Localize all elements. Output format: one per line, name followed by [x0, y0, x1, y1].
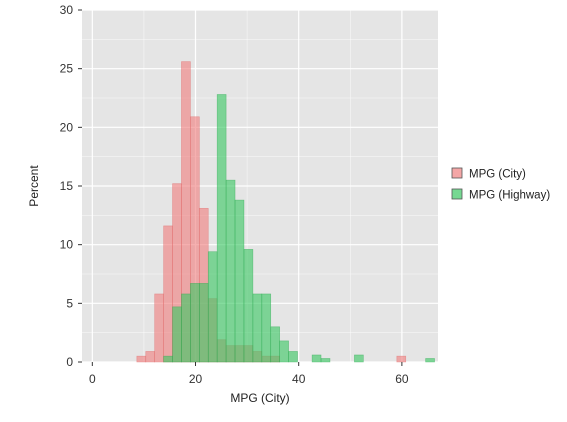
- x-tick-label: 0: [89, 372, 96, 386]
- x-tick-label: 60: [395, 372, 409, 386]
- y-tick-label: 0: [66, 355, 73, 369]
- highway-bar: [279, 340, 289, 363]
- highway-bar: [163, 355, 173, 363]
- y-tick-label: 30: [60, 3, 74, 17]
- x-tick-label: 40: [292, 372, 306, 386]
- highway-bar: [172, 306, 182, 363]
- city-bar: [396, 355, 407, 363]
- legend: MPG (City) MPG (Highway): [451, 167, 550, 202]
- highway-bar: [252, 293, 263, 363]
- city-bar: [136, 355, 147, 363]
- highway-bar: [311, 354, 322, 363]
- x-axis-title: MPG (City): [230, 391, 289, 405]
- y-tick-label: 25: [60, 62, 74, 76]
- y-tick-label: 20: [60, 120, 74, 134]
- highway-bar: [216, 94, 227, 363]
- legend-swatch-city: [451, 167, 463, 179]
- legend-label-highway: MPG (Highway): [469, 190, 550, 202]
- city-bar: [163, 225, 173, 363]
- city-bar: [154, 293, 164, 363]
- highway-bar: [234, 199, 245, 363]
- legend-label-city: MPG (City): [469, 169, 526, 181]
- city-bar: [145, 351, 155, 363]
- highway-bar: [243, 249, 254, 363]
- highway-bar: [354, 354, 364, 363]
- x-tick-label: 20: [189, 372, 203, 386]
- bars-layer: [136, 61, 435, 363]
- y-axis-title: Percent: [27, 165, 41, 207]
- highway-bar: [261, 293, 272, 363]
- highway-bar: [181, 293, 191, 363]
- highway-bar: [207, 251, 218, 363]
- highway-bar: [270, 326, 280, 363]
- highway-bar: [225, 179, 236, 363]
- highway-bar: [320, 358, 331, 363]
- highway-bar: [199, 283, 209, 363]
- highway-bar: [288, 351, 298, 363]
- y-tick-label: 15: [60, 179, 74, 193]
- axis-layer: 0 20 40 60 0 5 10 15 20 25 30: [60, 3, 409, 386]
- legend-swatch-highway: [451, 188, 463, 200]
- highway-bar: [190, 283, 200, 363]
- y-tick-label: 10: [60, 238, 74, 252]
- y-tick-label: 5: [66, 296, 73, 310]
- highway-bar: [425, 358, 435, 363]
